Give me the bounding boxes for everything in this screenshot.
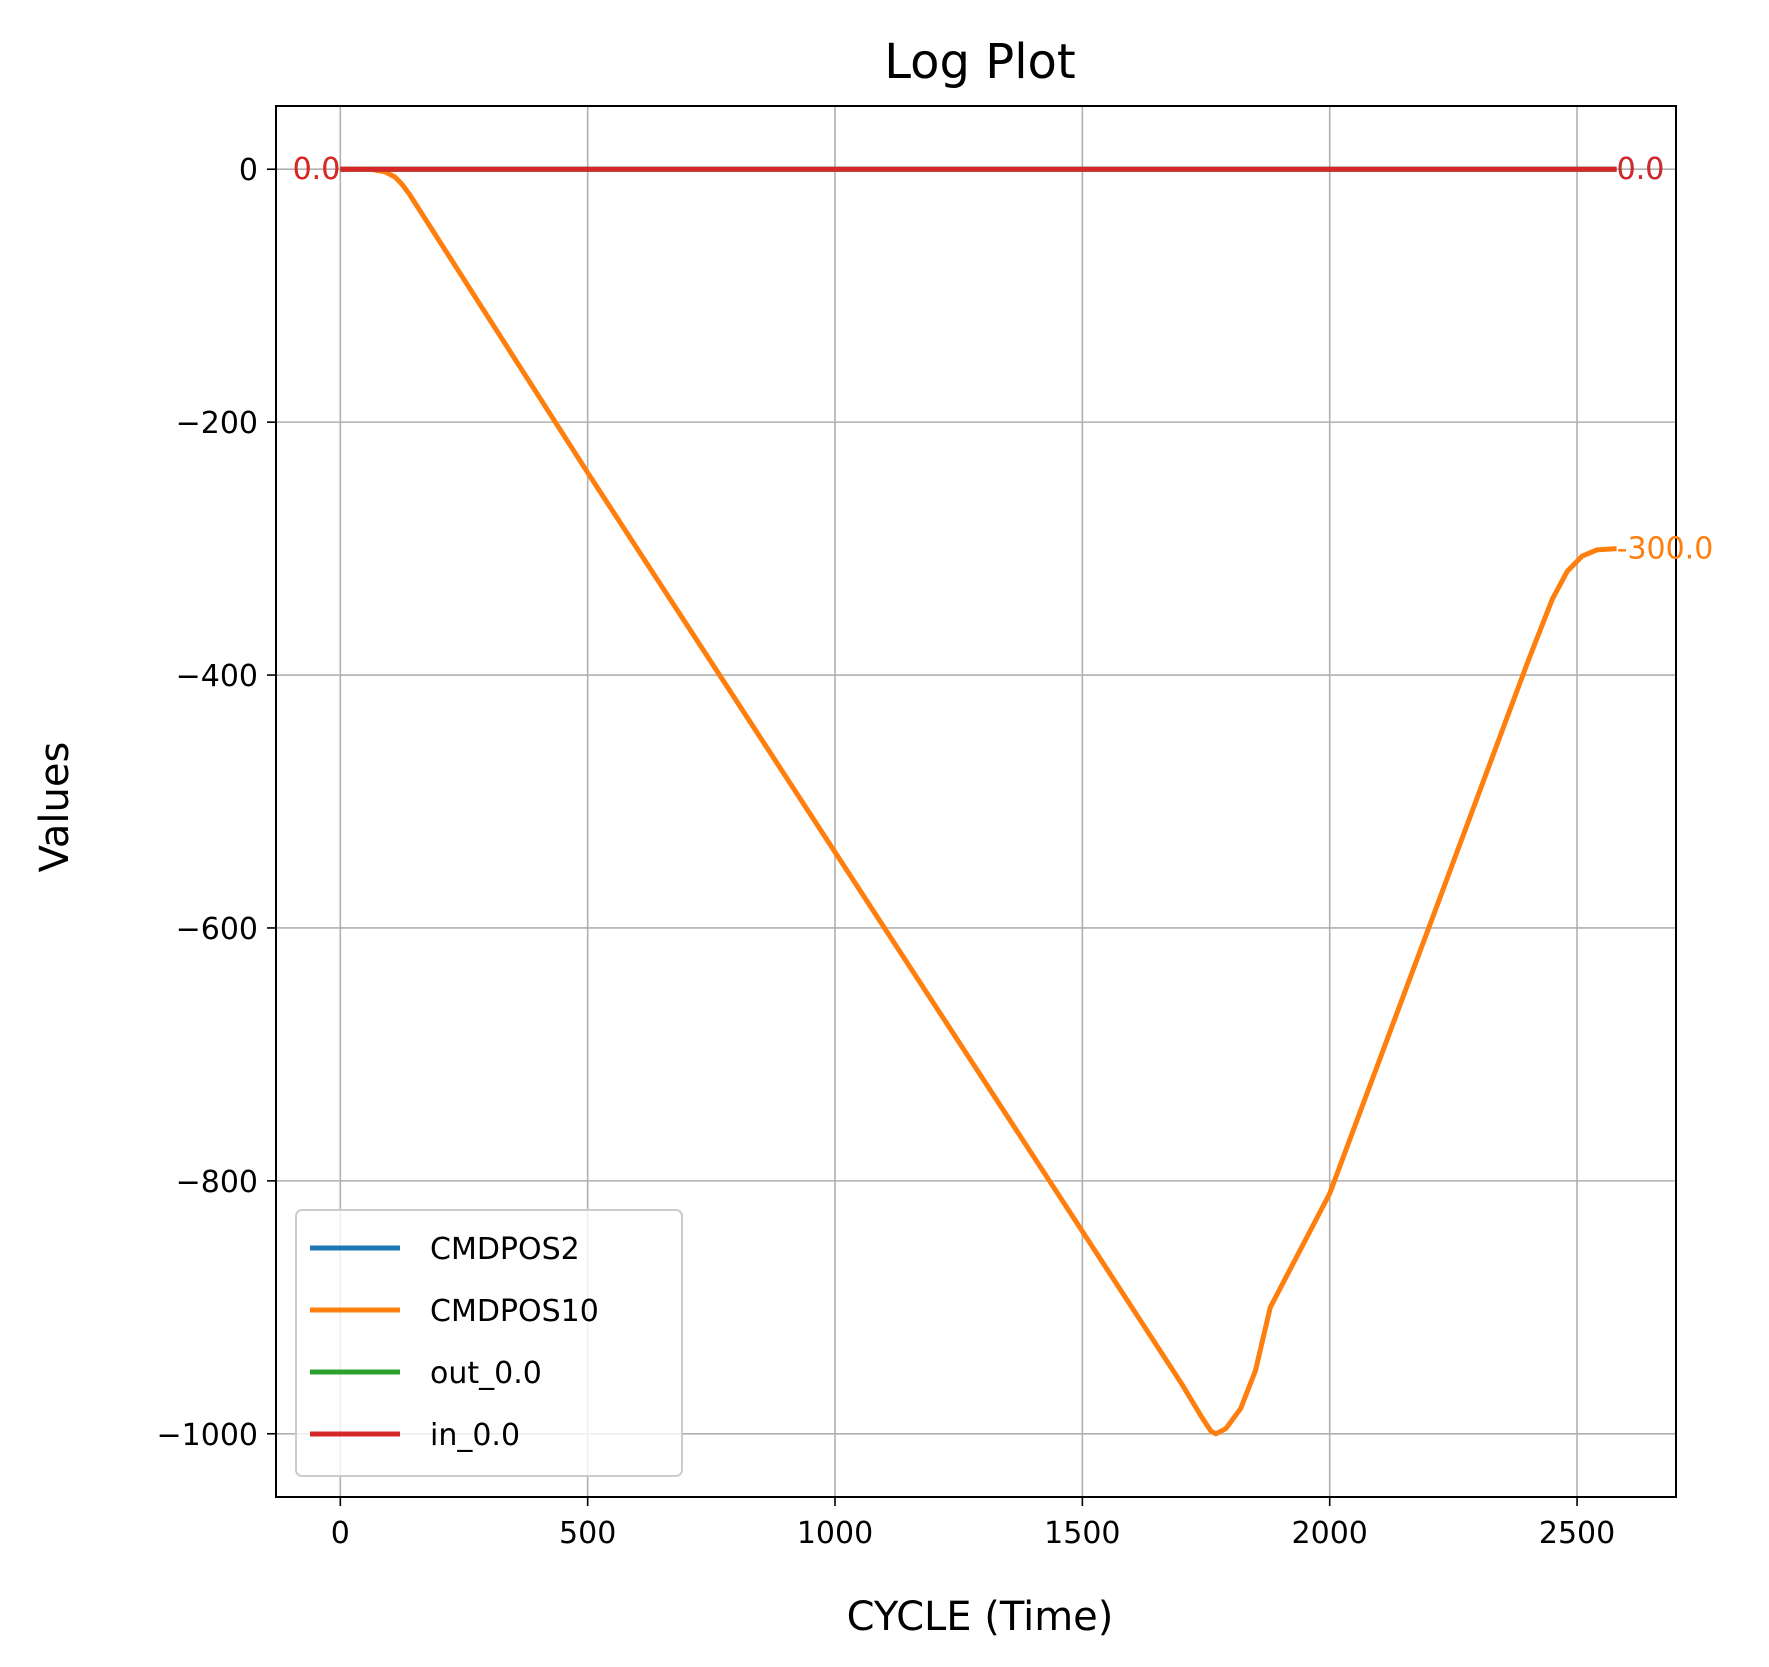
legend-label: CMDPOS10 [430, 1294, 599, 1329]
y-tick-label: −400 [176, 659, 258, 694]
chart-title: Log Plot [884, 34, 1075, 90]
y-tick-label: −600 [176, 912, 258, 947]
end-value-label: 0.0 [293, 152, 341, 187]
x-tick-label: 500 [559, 1516, 616, 1551]
end-value-label: 0.0 [293, 152, 341, 187]
legend-box [295, 1209, 683, 1477]
legend-label: CMDPOS2 [430, 1232, 580, 1267]
x-tick-label: 2500 [1539, 1516, 1615, 1551]
legend-label: out_0.0 [430, 1356, 542, 1391]
x-tick-label: 2000 [1292, 1516, 1368, 1551]
x-tick-label: 1500 [1044, 1516, 1120, 1551]
y-tick-label: −800 [176, 1165, 258, 1200]
y-tick-label: 0 [239, 153, 258, 188]
x-tick-label: 0 [331, 1516, 350, 1551]
legend-label: in_0.0 [430, 1418, 520, 1453]
x-axis-label: CYCLE (Time) [847, 1594, 1114, 1640]
end-value-label: -300.0 [1617, 532, 1714, 567]
plot-area: 0 500 1000 1500 2000 2500 0 −200 −400 −600 −800 −10… [157, 105, 1714, 1551]
y-tick-label: −1000 [157, 1418, 258, 1453]
end-value-label: 0.0 [1617, 152, 1665, 187]
series-group [340, 166, 1617, 1437]
series-line-cmdpos10 [340, 166, 1617, 1437]
y-tick-label: −200 [176, 406, 258, 441]
legend: CMDPOS2 CMDPOS10 out_0.0 in_0.0 [295, 1209, 683, 1477]
end-value-label: 0.0 [1617, 152, 1665, 187]
axes-frame [275, 105, 1677, 1498]
y-axis-label: Values [32, 742, 78, 873]
x-tick-label: 1000 [797, 1516, 873, 1551]
